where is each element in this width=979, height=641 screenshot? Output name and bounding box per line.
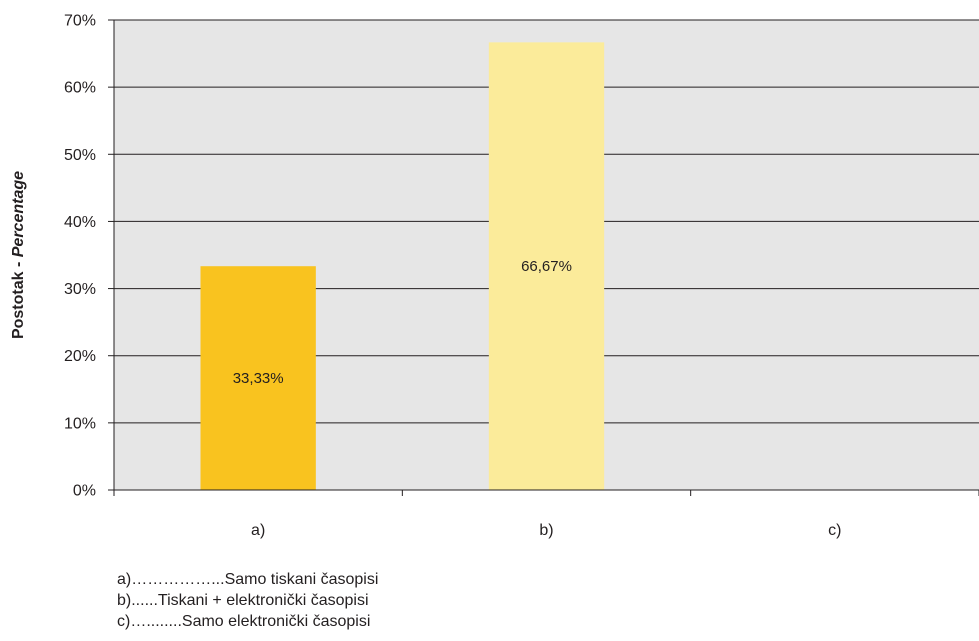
x-tick-label: c) [828, 522, 841, 539]
y-tick-label: 60% [64, 80, 96, 97]
axes [108, 19, 979, 496]
y-tick-label: 50% [64, 147, 96, 164]
legend-item: b)......Tiskani + elektronički časopisi [117, 592, 369, 609]
x-tick-label: b) [539, 522, 553, 539]
x-tick-label: a) [251, 522, 265, 539]
y-axis-title-italic: Percentage [10, 171, 27, 257]
y-tick-label: 0% [73, 483, 96, 500]
bars [200, 42, 605, 490]
x-tick-labels: a) b) c) [251, 522, 841, 539]
y-tick-labels: 0% 10% 20% 30% 40% 50% 60% 70% [64, 13, 96, 500]
data-label: 33,33% [233, 370, 284, 387]
data-labels: 33,33% 66,67% [233, 258, 572, 387]
legend-item: c)…........Samo elektronički časopisi [117, 613, 371, 630]
category-legend: a)……………...Samo tiskani časopisi b)......… [117, 569, 378, 632]
bar-chart: 0% 10% 20% 30% 40% 50% 60% 70% a) b) c) 33,33% 66,… [10, 13, 979, 539]
data-label: 66,67% [521, 258, 572, 275]
y-tick-label: 40% [64, 214, 96, 231]
y-axis-title-main: Postotak - [10, 257, 27, 339]
bar [200, 266, 316, 490]
y-tick-label: 30% [64, 281, 96, 298]
y-tick-label: 10% [64, 415, 96, 432]
y-tick-label: 70% [64, 13, 96, 30]
legend-item: a)……………...Samo tiskani časopisi [117, 571, 379, 588]
y-axis-title: Postotak - Percentage [10, 171, 27, 339]
bar [488, 42, 605, 490]
y-tick-label: 20% [64, 348, 96, 365]
